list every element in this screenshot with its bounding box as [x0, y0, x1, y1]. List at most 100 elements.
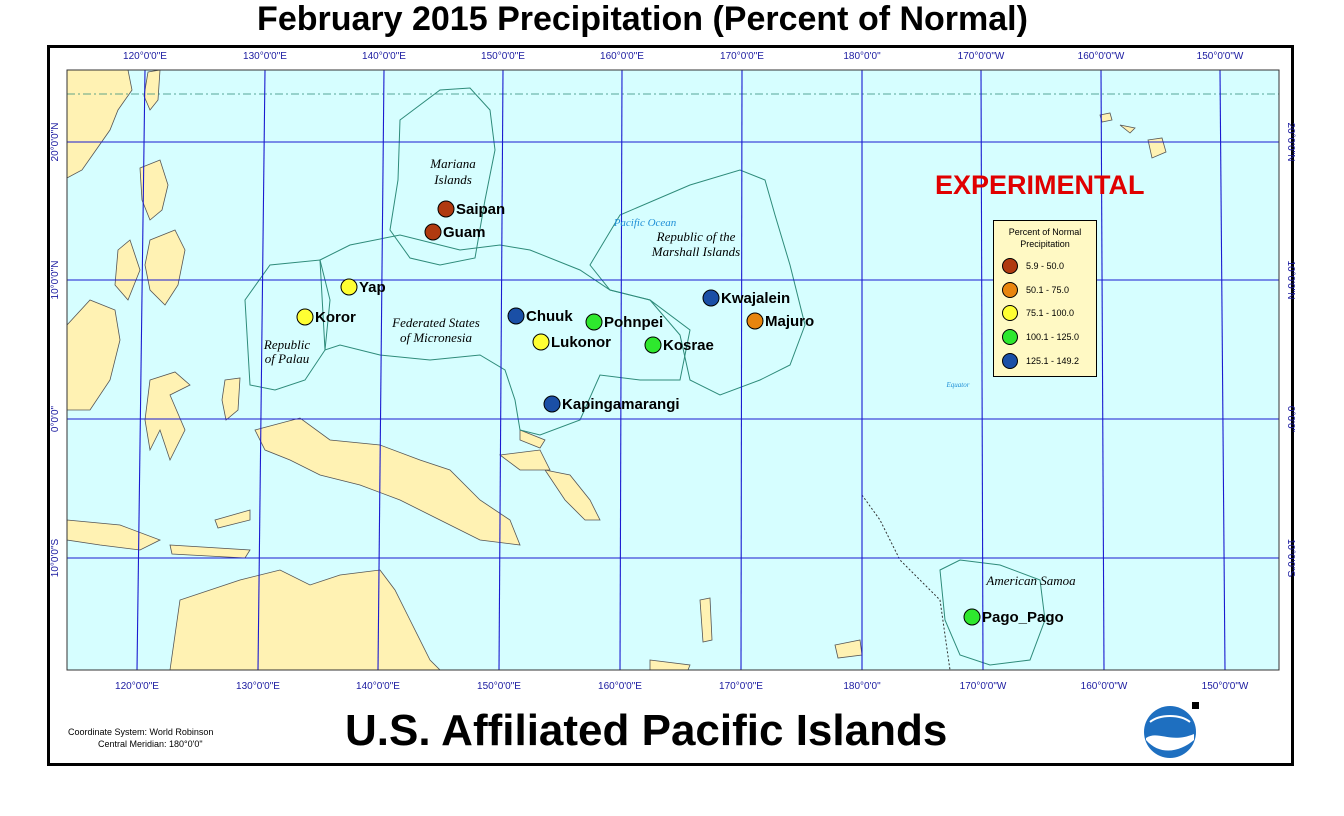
longitude-line-170e	[740, 69, 743, 671]
longitude-line-160w	[1100, 69, 1105, 671]
station-label: Guam	[443, 224, 486, 241]
longitude-line-130e	[257, 69, 266, 671]
lon-label-bottom: 170°0'0"E	[719, 681, 763, 692]
lon-label-top: 130°0'0"E	[243, 51, 287, 62]
legend-label: 100.1 - 125.0	[1026, 332, 1080, 342]
eez-marshall	[589, 169, 806, 396]
land-timor	[214, 509, 251, 529]
map-neatline	[66, 69, 1280, 671]
station-label: Kapingamarangi	[562, 396, 680, 413]
legend-swatch	[1002, 329, 1018, 345]
map-frame	[47, 45, 1294, 766]
lon-label-top: 140°0'0"E	[362, 51, 406, 62]
station-marker	[507, 307, 525, 325]
legend-title-line1: Percent of Normal	[1008, 227, 1082, 237]
equator-label: Equator	[946, 381, 970, 389]
lon-labels-bottom: 120°0'0"E 130°0'0"E 140°0'0"E 150°0'0"E …	[115, 681, 1249, 692]
land-philippines	[139, 159, 169, 221]
station-label: Kosrae	[663, 337, 714, 354]
station-label: Majuro	[765, 313, 814, 330]
station-marker	[424, 223, 442, 241]
lat-labels-left: 20°0'0"N 10°0'0"N 0°0'0" 10°0'0"S	[50, 123, 61, 578]
land-new-britain	[498, 449, 551, 471]
lon-label-bottom: 150°0'0"W	[1202, 681, 1249, 692]
legend-item: 50.1 - 75.0	[1002, 281, 1069, 299]
coordinate-system: Coordinate System: World Robinson	[68, 727, 214, 737]
lon-label-bottom: 170°0'0"W	[960, 681, 1007, 692]
lat-label-left: 0°0'0"	[50, 405, 61, 432]
station-label: Yap	[359, 279, 386, 296]
longitude-line-170w	[980, 69, 984, 671]
station-marker	[543, 395, 561, 413]
lon-label-bottom: 140°0'0"E	[356, 681, 400, 692]
legend-label: 5.9 - 50.0	[1026, 261, 1065, 271]
region-label-mariana: Mariana	[429, 156, 476, 171]
station-marker	[296, 308, 314, 326]
lon-label-bottom: 160°0'0"E	[598, 681, 642, 692]
region-label-palau: of Palau	[265, 351, 310, 366]
eez-mariana	[389, 87, 496, 266]
lon-label-top: 120°0'0"E	[123, 51, 167, 62]
legend-title: Percent of Normal Precipitation	[994, 226, 1096, 250]
legend-swatch	[1002, 258, 1018, 274]
experimental-label: EXPERIMENTAL	[935, 170, 1145, 200]
lon-labels-top: 120°0'0"E 130°0'0"E 140°0'0"E 150°0'0"E …	[123, 51, 1244, 62]
land-visayas	[114, 239, 141, 301]
ocean-label: Pacific Ocean	[613, 217, 677, 229]
longitude-line-150e	[498, 69, 504, 671]
station-marker	[644, 336, 662, 354]
station-label: Pohnpei	[604, 314, 663, 331]
eez-samoa	[939, 559, 1046, 666]
station-label: Chuuk	[526, 308, 573, 325]
region-label-micronesia: Federated States	[391, 315, 480, 330]
station-marker	[340, 278, 358, 296]
station-label: Saipan	[456, 201, 505, 218]
region-label-marshall: Marshall Islands	[651, 244, 740, 259]
legend-swatch	[1002, 305, 1018, 321]
lat-label-left: 20°0'0"N	[50, 123, 61, 162]
land-philippines-south	[144, 229, 186, 306]
longitude-line-140e	[377, 69, 385, 671]
lon-label-bottom: 180°0'0"	[843, 681, 881, 692]
station-label: Pago_Pago	[982, 609, 1064, 626]
station-marker	[702, 289, 720, 307]
region-label-mariana: Islands	[433, 172, 472, 187]
map-title: February 2015 Precipitation (Percent of …	[257, 0, 1028, 38]
lat-label-right: 20°0'0"N	[1285, 123, 1296, 162]
land-borneo	[66, 299, 121, 411]
legend-label: 125.1 - 149.2	[1026, 356, 1080, 366]
lat-label-left: 10°0'0"N	[50, 261, 61, 300]
lon-label-top: 150°0'0"W	[1197, 51, 1244, 62]
dateline-boundary	[861, 494, 951, 671]
landmasses	[66, 69, 1167, 671]
region-label-samoa: American Samoa	[985, 573, 1076, 588]
lon-label-top: 150°0'0"E	[481, 51, 525, 62]
lat-label-right: 0°0'0"	[1285, 406, 1296, 433]
lat-label-right: 10°0'0"S	[1285, 539, 1296, 578]
lon-label-top: 180°0'0"	[843, 51, 881, 62]
legend-item: 125.1 - 149.2	[1002, 352, 1079, 370]
region-title: U.S. Affiliated Pacific Islands	[345, 706, 948, 755]
land-hawaii-big-island	[1147, 137, 1167, 159]
lat-label-left: 10°0'0"S	[50, 538, 61, 577]
legend-item: 100.1 - 125.0	[1002, 328, 1079, 346]
central-meridian: Central Meridian: 180°0'0"	[98, 739, 203, 749]
lon-label-bottom: 150°0'0"E	[477, 681, 521, 692]
land-new-ireland	[519, 429, 546, 449]
land-solomon-islands	[544, 469, 601, 521]
station-label: Lukonor	[551, 334, 611, 351]
legend-item: 5.9 - 50.0	[1002, 257, 1064, 275]
station-marker	[585, 313, 603, 331]
land-asia-mainland	[66, 69, 133, 179]
lon-label-top: 160°0'0"W	[1078, 51, 1125, 62]
coordinate-info: Coordinate System: World Robinson Centra…	[68, 726, 213, 750]
lon-label-top: 170°0'0"W	[958, 51, 1005, 62]
legend-swatch	[1002, 353, 1018, 369]
station-label: Kwajalein	[721, 290, 790, 307]
station-marker	[746, 312, 764, 330]
eez-boundaries	[244, 87, 1046, 666]
longitude-line-120e	[136, 69, 146, 671]
land-vanuatu	[699, 597, 713, 643]
